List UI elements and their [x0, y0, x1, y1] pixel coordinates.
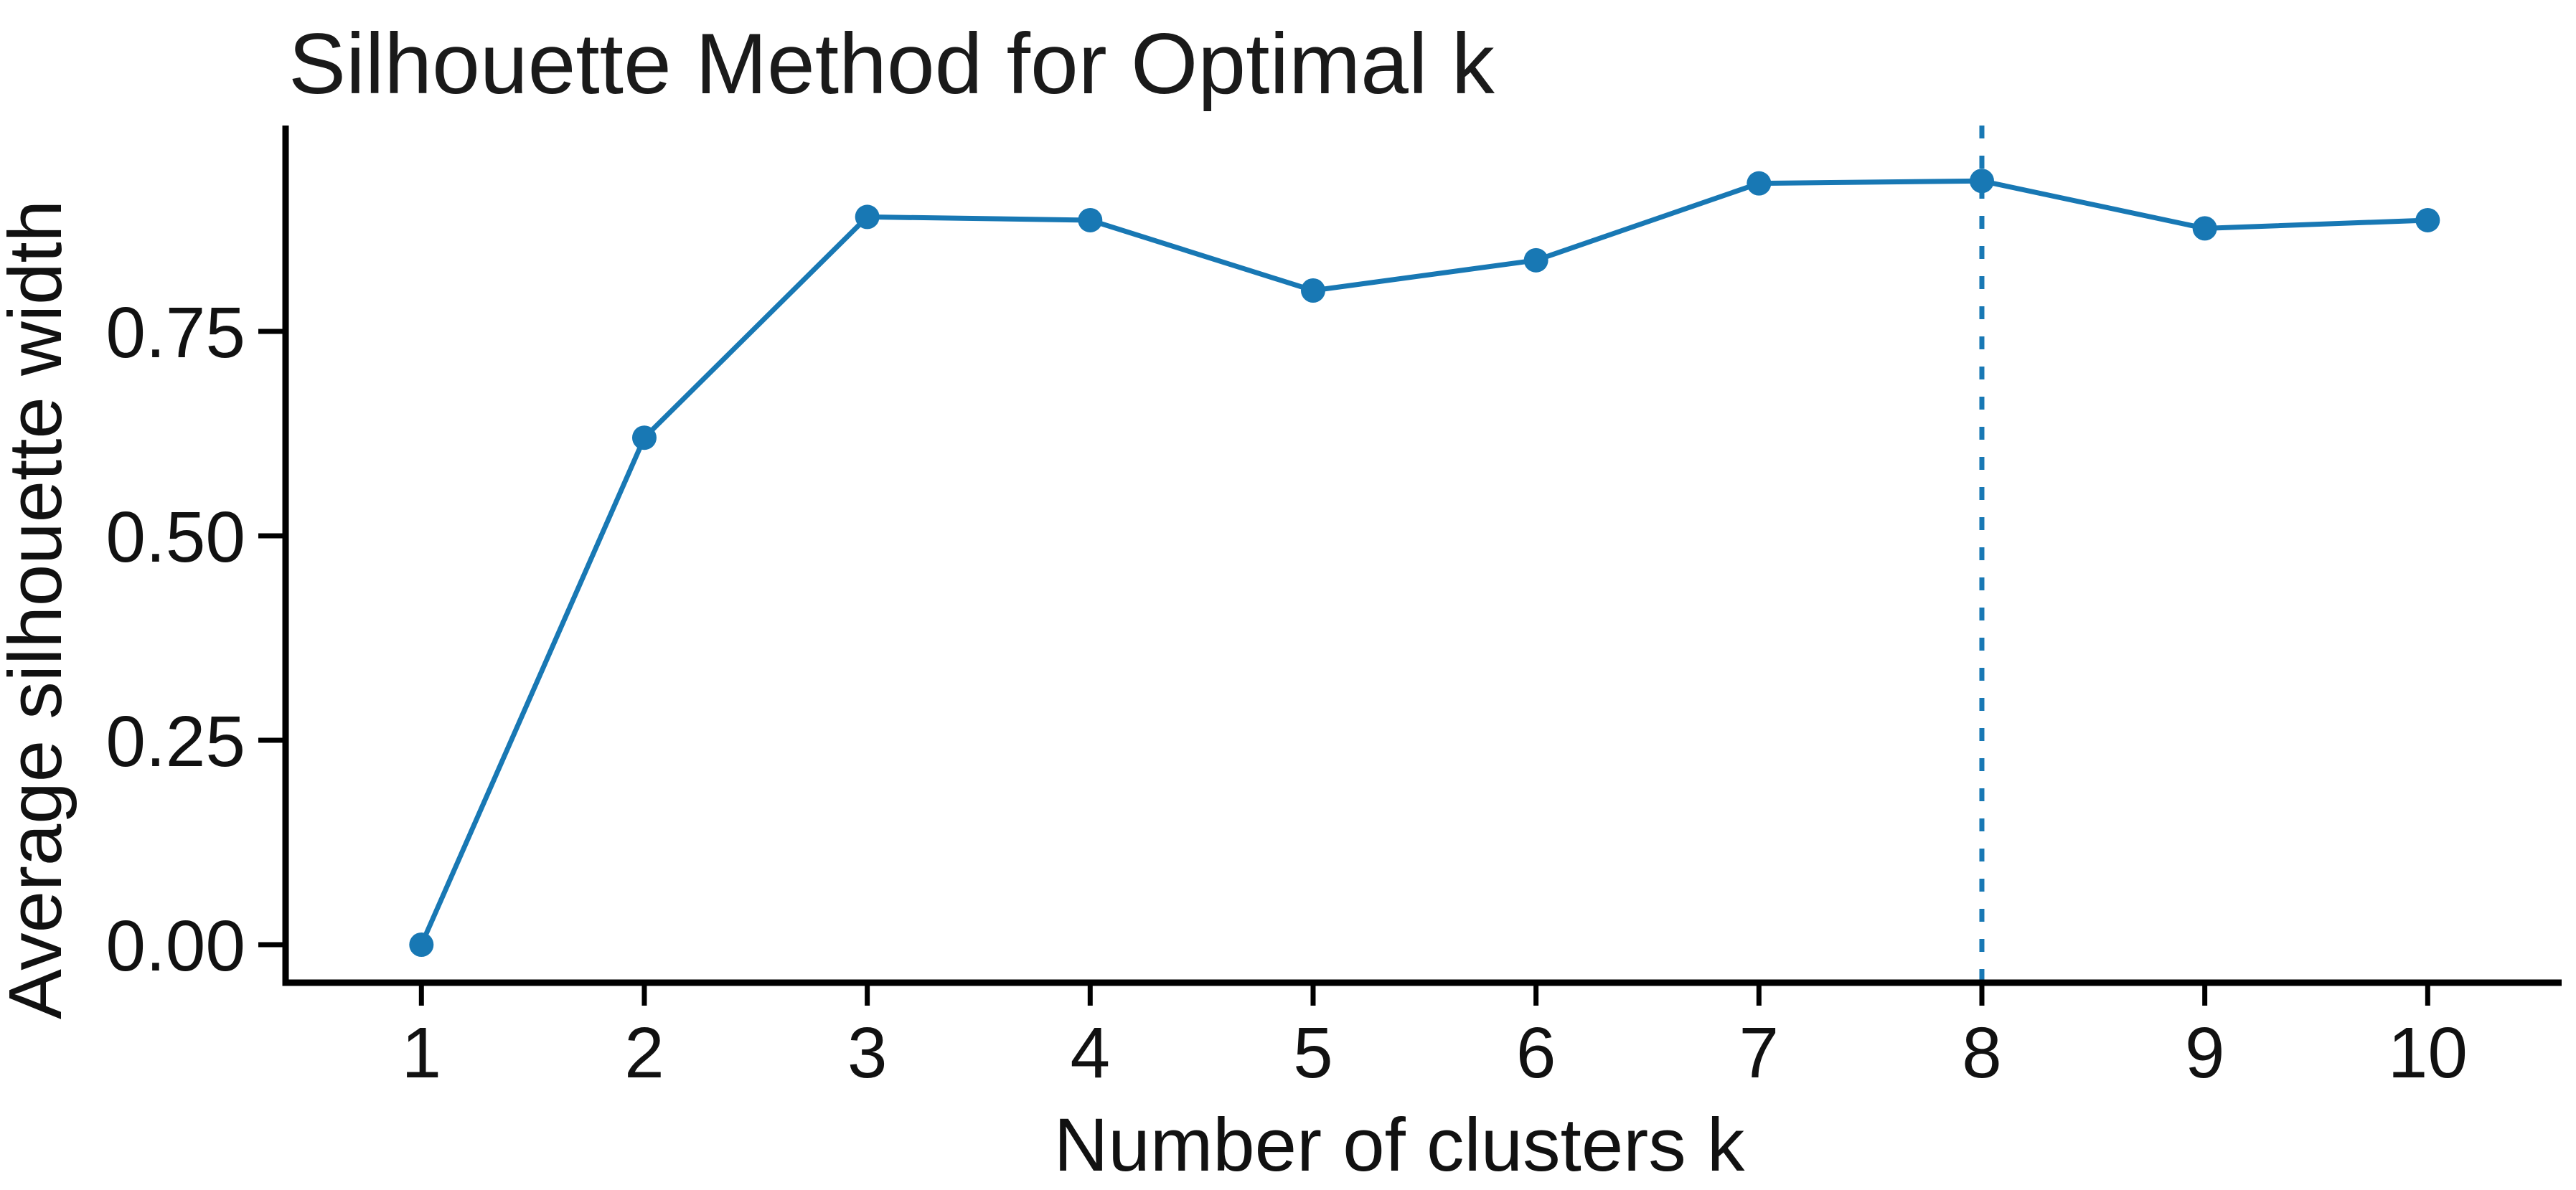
axes: 0.00 0.25 0.50 0.75 1 2 3 4 5 6 7 8 9 10 [105, 126, 2562, 1093]
series-line [419, 178, 2428, 946]
data-point-k1 [409, 932, 434, 957]
data-point-k5 [1300, 278, 1325, 303]
x-axis-label: Number of clusters k [1054, 1103, 1745, 1187]
x-tick-label: 3 [847, 1013, 888, 1093]
x-tick-label: 6 [1516, 1013, 1556, 1093]
data-point-k4 [1078, 207, 1103, 232]
x-tick-label: 4 [1070, 1013, 1110, 1093]
data-point-k9 [2192, 216, 2217, 241]
x-tick-label: 9 [2185, 1013, 2225, 1093]
data-point-k10 [2415, 207, 2440, 232]
x-tick-label: 10 [2388, 1013, 2468, 1093]
silhouette-series [409, 169, 2440, 957]
data-point-k3 [855, 204, 880, 230]
chart-title: Silhouette Method for Optimal k [288, 16, 1495, 112]
data-point-k2 [631, 425, 657, 450]
data-point-k6 [1523, 247, 1548, 273]
x-tick-label: 5 [1293, 1013, 1333, 1093]
x-tick-label: 8 [1962, 1013, 2002, 1093]
y-tick-label: 0.50 [105, 497, 245, 577]
y-tick-label: 0.75 [105, 293, 245, 373]
y-tick-label: 0.25 [105, 702, 245, 782]
y-tick-label: 0.00 [105, 906, 245, 986]
data-point-k7 [1747, 171, 1772, 196]
data-point-k8 [1969, 169, 1994, 194]
x-tick-label: 1 [401, 1013, 441, 1093]
x-tick-label: 2 [624, 1013, 664, 1093]
y-axis-label: Average silhouette width [0, 200, 77, 1019]
x-tick-label: 7 [1739, 1013, 1780, 1093]
